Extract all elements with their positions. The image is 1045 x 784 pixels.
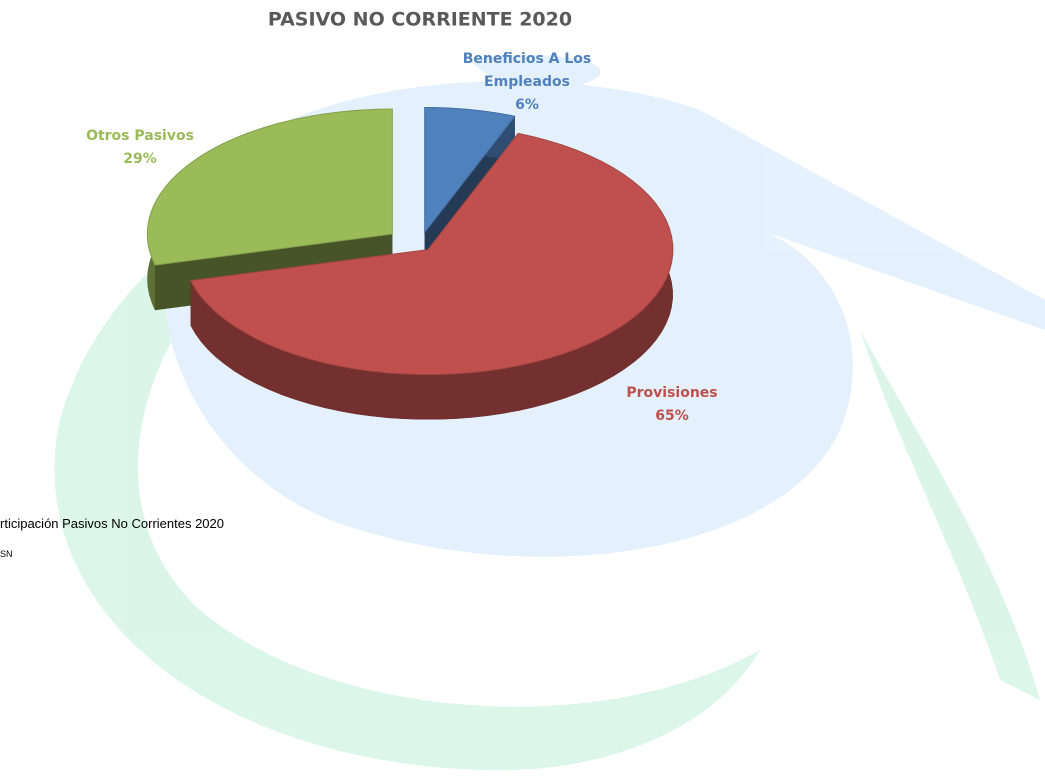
value-label: 6%	[515, 97, 539, 113]
watermark-arc	[470, 55, 601, 89]
chart-title: PASIVO NO CORRIENTE 2020	[268, 9, 572, 31]
slice	[146, 108, 393, 266]
category-label: Provisiones	[626, 385, 718, 401]
value-label: 29%	[123, 151, 157, 167]
caption-source: SN	[0, 549, 13, 559]
slice	[424, 106, 516, 234]
value-label: 65%	[655, 408, 689, 424]
category-label: Beneficios A Los Empleados	[462, 51, 592, 90]
slice	[189, 132, 674, 376]
watermark-swirl	[54, 112, 760, 771]
category-label: Otros Pasivos	[86, 128, 194, 144]
caption-title: rticipación Pasivos No Corrientes 2020	[0, 516, 224, 531]
watermark-tail	[860, 330, 1040, 700]
